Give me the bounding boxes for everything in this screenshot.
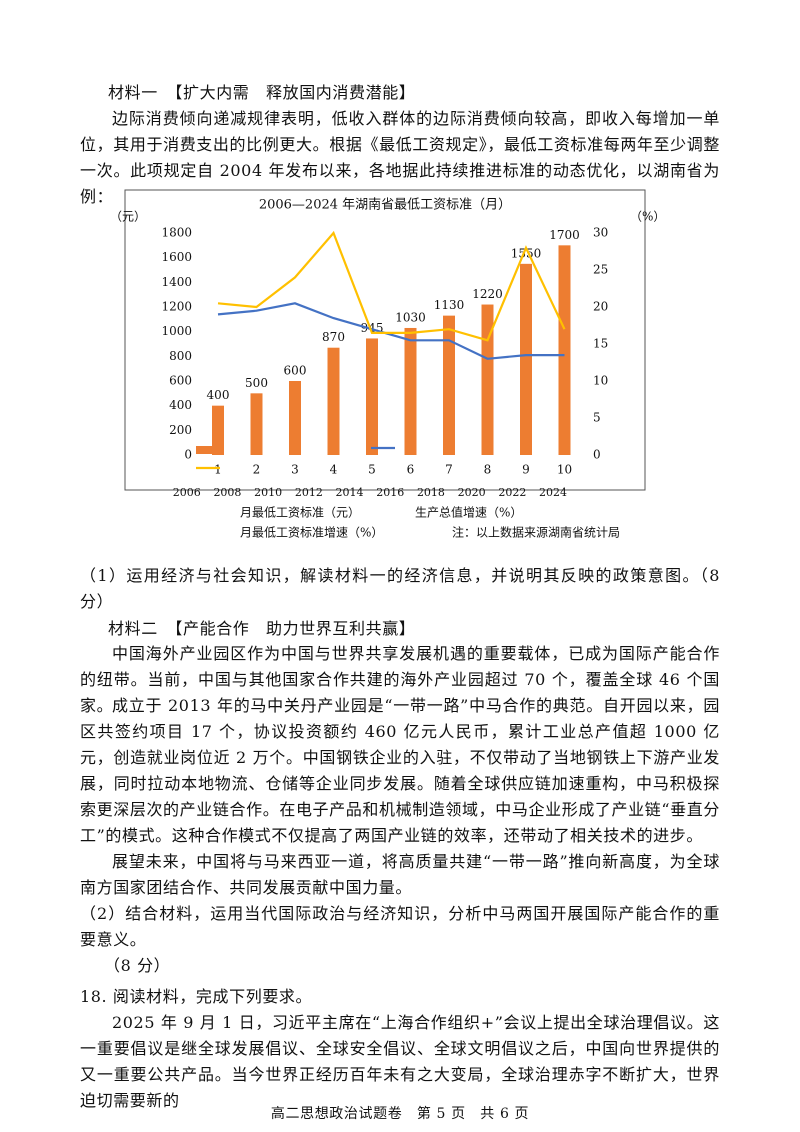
year-label: 2012 (295, 486, 323, 499)
year-label: 2016 (376, 486, 404, 499)
x-tick-label: 8 (484, 463, 492, 477)
material-heading: 材料一 【扩大内需 释放国内消费潜能】 (108, 83, 416, 102)
question: （2）结合材料，运用当代国际政治与经济知识，分析中马两国开展国际产能合作的重要意… (80, 901, 720, 979)
y2-unit: （%） (630, 210, 660, 224)
question-heading: 18. 阅读材料，完成下列要求。 (80, 987, 313, 1006)
y-tick-label: 600 (169, 374, 192, 388)
legend-label: 月最低工资标准（元） (240, 506, 360, 520)
y-tick-label: 1200 (161, 300, 192, 314)
data-label: 400 (207, 388, 230, 402)
legend-label: 生产总值增速（%） (415, 505, 522, 520)
legend-key (196, 446, 220, 454)
x-tick-label: 7 (445, 463, 453, 477)
year-label: 2006 (173, 486, 201, 499)
data-label: 1030 (395, 310, 426, 324)
year-label: 2010 (254, 486, 282, 499)
chart: 2006—2024 年湖南省最低工资标准（月） （元） （%） 注：以上数据来源… (110, 189, 660, 540)
paragraph: 成立于 2013 年的马中关丹产业园是“一带一路”中马合作的典范。自开园以来，园… (80, 696, 720, 845)
x-tick-label: 4 (330, 463, 338, 477)
bar (481, 304, 494, 455)
y-tick-label: 1400 (161, 275, 192, 289)
y-tick-label: 0 (184, 448, 192, 462)
data-label: 500 (245, 376, 268, 390)
x-tick-label: 1 (214, 463, 222, 477)
x-tick-label: 3 (291, 463, 299, 477)
data-label: 1130 (434, 298, 465, 312)
bar (366, 338, 378, 455)
bar (443, 315, 455, 455)
chart-frame (124, 189, 646, 491)
y2-tick-label: 10 (593, 374, 608, 388)
data-label: 600 (284, 364, 307, 378)
y-tick-label: 1800 (161, 226, 192, 240)
bar (250, 393, 263, 455)
material-heading: 材料二 【产能合作 助力世界互利共赢】 (108, 619, 416, 638)
bar (558, 245, 571, 455)
line (217, 230, 566, 342)
data-label: 1550 (511, 246, 542, 260)
x-tick-label: 10 (557, 463, 572, 477)
bar (520, 263, 532, 455)
footer: 高二思想政治试题卷 第 5 页 共 6 页 (270, 1106, 530, 1122)
data-label: 1700 (549, 228, 580, 242)
data-label: 870 (322, 330, 345, 344)
y-tick-label: 1000 (161, 324, 192, 338)
year-label: 2014 (336, 486, 364, 499)
line (217, 302, 565, 360)
year-label: 2020 (458, 486, 486, 499)
paragraph: 中国海外产业园区作为中国与世界共享发展机遇的重要载体，已成为国际产能合作的纽带。… (80, 644, 720, 715)
paragraph: 2025 年 9 月 1 日，习近平主席在“上海合作组织+”会议上提出全球治理倡… (80, 1013, 720, 1110)
y2-tick-label: 25 (593, 263, 608, 277)
chart-title: 2006—2024 年湖南省最低工资标准（月） (259, 197, 511, 213)
paragraph: 边际消费倾向递减规律表明，低收入群体的边际消费倾向较高，即收入每增加一单位，其用… (80, 109, 720, 206)
question: （1）运用经济与社会知识，解读材料一的经济信息，并说明其反映的政策意图。（8 分… (80, 566, 720, 611)
y2-tick-label: 15 (593, 337, 608, 351)
question-score: （8 分） (104, 956, 171, 975)
x-tick-label: 6 (407, 463, 415, 477)
x-tick-label: 5 (368, 463, 376, 477)
data-label: 1220 (472, 287, 503, 301)
year-label: 2008 (213, 486, 241, 499)
x-tick-label: 9 (522, 463, 530, 477)
y2-tick-label: 20 (593, 300, 608, 314)
y2-tick-label: 0 (593, 448, 601, 462)
x-tick-label: 2 (253, 463, 261, 477)
y-tick-label: 400 (169, 398, 192, 412)
year-label: 2018 (417, 486, 445, 499)
legend-label: 月最低工资标准增速（%） (240, 526, 383, 540)
bar (327, 347, 340, 455)
question-text: （2）结合材料，运用当代国际政治与经济知识，分析中马两国开展国际产能合作的重要意… (80, 904, 720, 949)
paragraph: 展望未来，中国将与马来西亚一道，将高质量共建“一带一路”推向新高度，为全球南方国… (80, 852, 720, 897)
chart-note: 注：以上数据来源湖南省统计局 (452, 525, 620, 540)
bar (289, 381, 301, 455)
year-label: 2022 (498, 486, 526, 499)
bar (404, 327, 417, 455)
y-unit: （元） (110, 210, 146, 224)
y-tick-label: 200 (169, 423, 192, 437)
y-tick-label: 800 (169, 349, 192, 363)
bar (212, 405, 224, 455)
year-label: 2024 (539, 486, 567, 499)
y2-tick-label: 30 (593, 226, 608, 240)
y2-tick-label: 5 (593, 411, 601, 425)
y-tick-label: 1600 (161, 250, 192, 264)
